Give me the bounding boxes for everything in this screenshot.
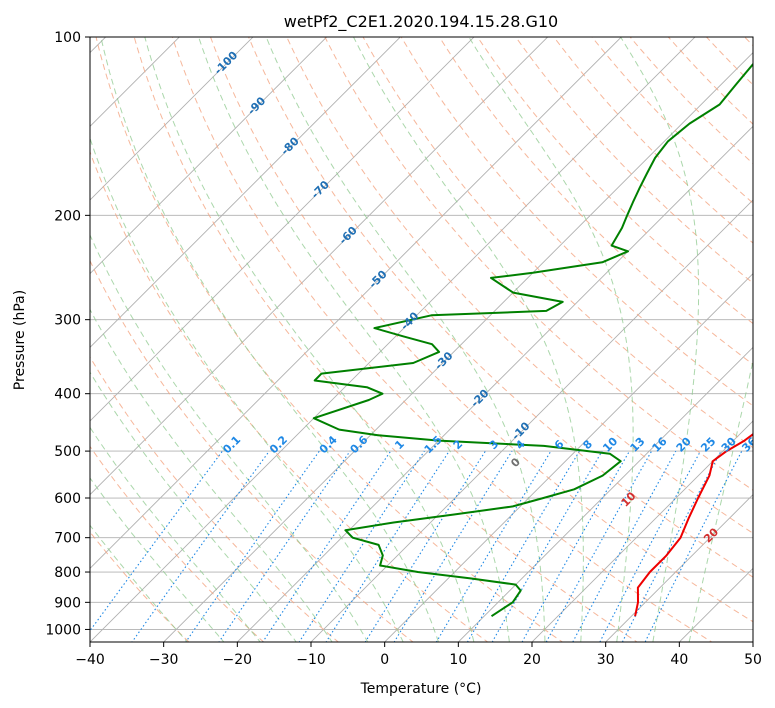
dry-adiabat-line [362, 37, 753, 449]
x-tick-label: −20 [223, 652, 253, 668]
x-axis: −40 −30 −20 −10 0 10 20 30 40 50 [75, 642, 762, 668]
isotherm-line [90, 37, 696, 642]
y-tick-label: 1000 [45, 622, 81, 638]
x-tick-label: 30 [597, 652, 615, 668]
isotherm-line [90, 37, 180, 127]
dry-adiabat-line [210, 37, 753, 623]
isotherm-line [163, 52, 753, 642]
isotherm-line [310, 199, 753, 642]
mixing-ratio-line [466, 450, 580, 642]
moist-adiabats [90, 37, 753, 642]
plot-area: -100-90-80-70-60-50-40-30-20-10010203040… [90, 37, 753, 642]
x-tick-label: 0 [380, 652, 389, 668]
x-axis-title: Temperature (°C) [360, 681, 482, 697]
temperature-profile [634, 432, 753, 617]
moist-adiabat-line [100, 37, 440, 642]
dry-adiabat-line [400, 37, 753, 407]
moist-adiabat-line [352, 37, 584, 642]
moist-adiabat-line [90, 233, 369, 642]
mixing-ratio-line [364, 450, 486, 642]
profiles [312, 62, 753, 618]
y-tick-label: 900 [54, 595, 81, 611]
dry-adiabat-line [476, 37, 753, 325]
moist-adiabat-line [468, 37, 634, 642]
mixing-ratio-line [393, 450, 513, 642]
x-tick-label: 50 [744, 652, 762, 668]
isotherm-line [531, 420, 753, 642]
isotherm-line [90, 37, 622, 569]
mixing-ratio-line [218, 450, 351, 642]
moist-adiabat-line [620, 37, 700, 642]
moist-adiabat-line [198, 37, 510, 642]
isotherm-line [90, 37, 549, 496]
dry-adiabat-line [90, 356, 339, 642]
dry-adiabat-line [286, 37, 753, 534]
dry-adiabat-line [133, 37, 638, 642]
y-tick-label: 100 [54, 30, 81, 46]
isotherm-line [457, 346, 753, 642]
isotherm-line [605, 494, 753, 642]
isotherm-line [90, 37, 401, 348]
y-tick-label: 400 [54, 387, 81, 403]
moist-adiabat-line [265, 37, 546, 642]
pressure-gridlines [90, 37, 753, 630]
x-tick-label: −40 [75, 652, 105, 668]
dry-adiabat-line [171, 37, 713, 642]
mixing-ratio-lines [90, 450, 743, 642]
x-tick-label: −30 [149, 652, 179, 668]
moist-adiabat-line [90, 371, 297, 642]
y-tick-label: 200 [54, 208, 81, 224]
y-tick-label: 600 [54, 491, 81, 507]
isotherms [90, 37, 753, 642]
mixing-ratio-line [298, 450, 425, 642]
moist-adiabat-line [688, 358, 753, 642]
isotherm-line [90, 37, 475, 422]
y-tick-label: 700 [54, 531, 81, 547]
y-tick-label: 800 [54, 565, 81, 581]
x-tick-label: −10 [296, 652, 326, 668]
plot-frame [89, 36, 754, 643]
dry-adiabat-line [324, 37, 753, 491]
isotherm-line [384, 273, 753, 642]
dry-adiabat-line [553, 37, 753, 244]
x-tick-label: 20 [523, 652, 541, 668]
mixing-ratio-line [262, 450, 392, 642]
mixing-ratio-line [599, 450, 701, 642]
mixing-ratio-line [90, 450, 223, 632]
chart-title: wetPf2_C2E1.2020.194.15.28.G10 [284, 12, 558, 32]
moist-adiabat-line [90, 426, 261, 642]
dewpoint-profile [312, 62, 753, 618]
mixing-ratio-line [185, 450, 320, 642]
moist-adiabat-line [144, 37, 475, 642]
isotherm-line [90, 37, 254, 201]
y-axis: 100 200 300 400 500 600 700 800 900 1000 [45, 30, 90, 638]
mixing-ratio-line [325, 450, 450, 642]
dry-adiabat-line [90, 150, 489, 642]
dry-adiabat-line [95, 37, 564, 642]
dry-adiabat-line [248, 37, 753, 578]
mixing-ratio-line [491, 450, 603, 642]
mixing-ratio-line [572, 450, 677, 642]
dry-adiabat-line [515, 37, 753, 284]
y-tick-label: 500 [54, 444, 81, 460]
y-axis-title: Pressure (hPa) [12, 290, 28, 390]
x-tick-label: 10 [449, 652, 467, 668]
y-tick-label: 300 [54, 313, 81, 329]
moist-adiabat-line [90, 477, 225, 642]
dry-adiabat-line [90, 531, 190, 642]
mixing-ratio-line [435, 450, 552, 642]
moist-adiabat-line [90, 308, 333, 642]
x-tick-label: 40 [670, 652, 688, 668]
isotherm-line [90, 37, 328, 275]
